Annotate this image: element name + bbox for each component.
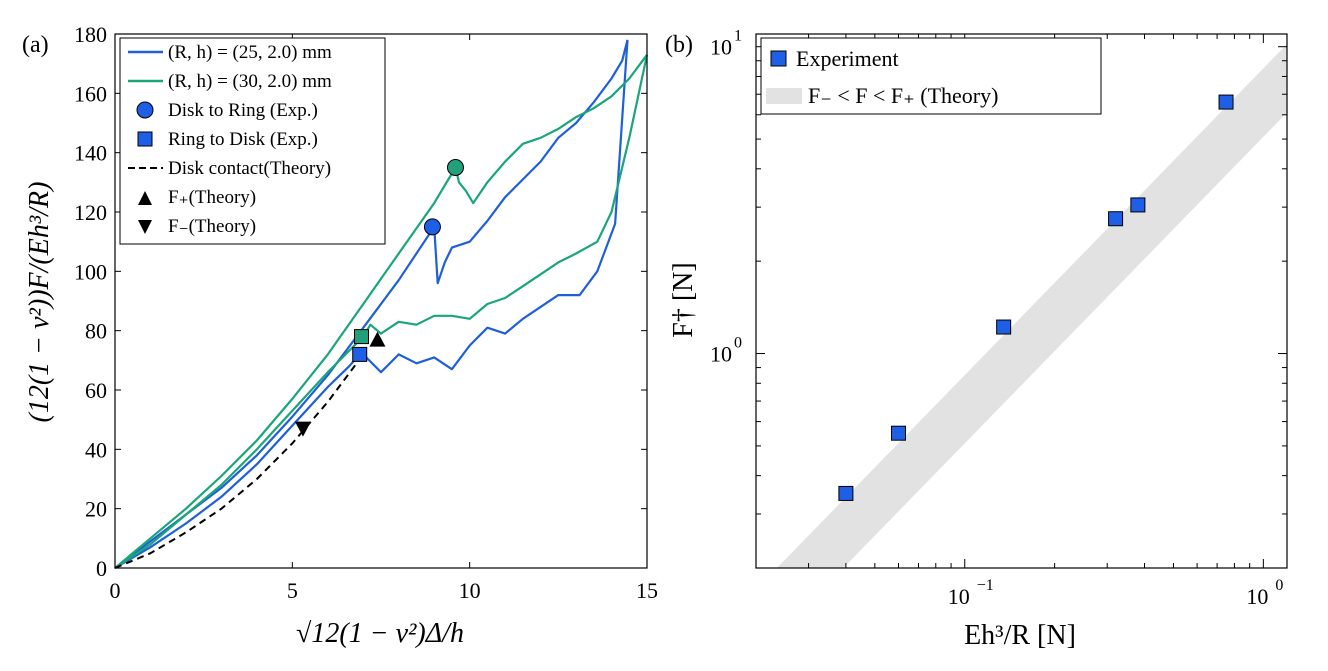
panel-a-series-group <box>114 39 649 569</box>
panel-a-legend-box <box>119 37 386 245</box>
panel-a-ytick-label: 120 <box>74 200 107 225</box>
legend-label-square: Ring to Disk (Exp.) <box>168 129 318 150</box>
series-line <box>114 353 365 569</box>
panel-a-ytick-label: 80 <box>85 319 107 344</box>
panel-a-xtick-label: 10 <box>459 578 481 603</box>
legend-circle-marker <box>136 101 154 119</box>
panel-b-ytick-label: 10 <box>710 35 732 60</box>
marker-disk-to-ring-green <box>446 159 464 176</box>
experiment-point <box>1130 197 1146 213</box>
marker-f-plus-theory <box>369 331 386 347</box>
marker-ring-to-disk-blue <box>352 346 368 362</box>
experiment-point <box>890 425 906 441</box>
theory-band <box>776 44 1287 568</box>
panel-b-points-group <box>838 94 1234 501</box>
panel-b-ytick-label: 10 <box>710 342 732 367</box>
legend-label-experiment: Experiment <box>796 46 899 71</box>
series-line <box>114 54 649 569</box>
panel-a-markers-group <box>294 159 464 437</box>
panel-a-xtick-label: 5 <box>287 578 298 603</box>
panel-a-ytick-label: 180 <box>74 22 107 47</box>
experiment-point <box>996 319 1012 335</box>
panel-a-legend: (R, h) = (25, 2.0) mm (R, h) = (30, 2.0)… <box>119 37 386 245</box>
experiment-point <box>838 485 854 501</box>
panel-a-xlabel: √12(1 − ν²)Δ/h <box>296 618 464 649</box>
legend-label-dashed: Disk contact(Theory) <box>168 158 331 179</box>
panel-a-xtick-label: 15 <box>636 578 658 603</box>
legend-label-down-triangle: F₋(Theory) <box>168 216 256 237</box>
panel-b-axes-box <box>755 33 1288 569</box>
legend-experiment-square <box>770 50 787 67</box>
panel-a-ytick-label: 20 <box>85 497 107 522</box>
marker-disk-to-ring-blue <box>423 218 441 236</box>
series-line <box>114 39 629 569</box>
legend-label-circle: Disk to Ring (Exp.) <box>168 100 318 121</box>
panel-a-ytick-label: 140 <box>74 141 107 166</box>
panel-b-legend: Experiment F₋ < F < F₊ (Theory) <box>760 37 1102 115</box>
panel-a-ytick-label: 0 <box>96 556 107 581</box>
panel-a-ytick-label: 160 <box>74 81 107 106</box>
panel-b-xtick-exponent: 0 <box>1275 577 1283 594</box>
experiment-point <box>1108 211 1124 227</box>
panel-b-label: (b) <box>665 32 693 58</box>
panel-b-xtick-exponent: −1 <box>977 577 994 594</box>
panel-b-xtick-label: 10 <box>1246 584 1268 609</box>
panel-a-xtick-label: 0 <box>110 578 121 603</box>
panel-b-legend-box <box>760 37 1102 115</box>
panel-a-ylabel: (12(1 − ν²))F/(Eh³/R) <box>24 182 55 423</box>
panel-a-axes-box <box>114 33 648 569</box>
panel-a: (a) 0 5 10 15 0 20 40 60 80 100 120 140 160 180 (R, h… <box>22 22 658 649</box>
panel-a-label: (a) <box>22 32 49 58</box>
legend-label-green-line: (R, h) = (30, 2.0) mm <box>168 71 332 92</box>
experiment-point <box>1218 94 1234 110</box>
panel-b-ylabel: F† [N] <box>668 262 699 337</box>
legend-theory-band-swatch <box>766 88 802 104</box>
series-line <box>114 39 629 569</box>
panel-b-xlabel: Eh³/R [N] <box>964 620 1076 651</box>
panel-b: (b) 10 −1 10 010 010 1 Experiment F₋ < F < F₊… <box>665 28 1288 651</box>
panel-a-ytick-label: 100 <box>74 259 107 284</box>
panel-a-ytick-label: 60 <box>85 378 107 403</box>
legend-label-theory-band: F₋ < F < F₊ (Theory) <box>808 83 998 108</box>
series-line <box>114 54 648 569</box>
marker-f-minus-theory <box>294 421 311 437</box>
panel-b-ytick-exponent: 0 <box>734 335 742 352</box>
panel-b-ytick-exponent: 1 <box>734 28 742 45</box>
panel-b-xtick-label: 10 <box>948 584 970 609</box>
panel-b-ticks-group: 10 −1 10 010 010 1 <box>710 28 1287 609</box>
legend-square-marker <box>137 131 153 147</box>
marker-ring-to-disk-green <box>353 329 369 345</box>
legend-up-triangle <box>138 191 152 205</box>
legend-down-triangle <box>138 220 152 234</box>
panel-a-ytick-label: 40 <box>85 437 107 462</box>
legend-label-blue-line: (R, h) = (25, 2.0) mm <box>168 42 332 63</box>
legend-label-up-triangle: F₊(Theory) <box>168 187 256 208</box>
